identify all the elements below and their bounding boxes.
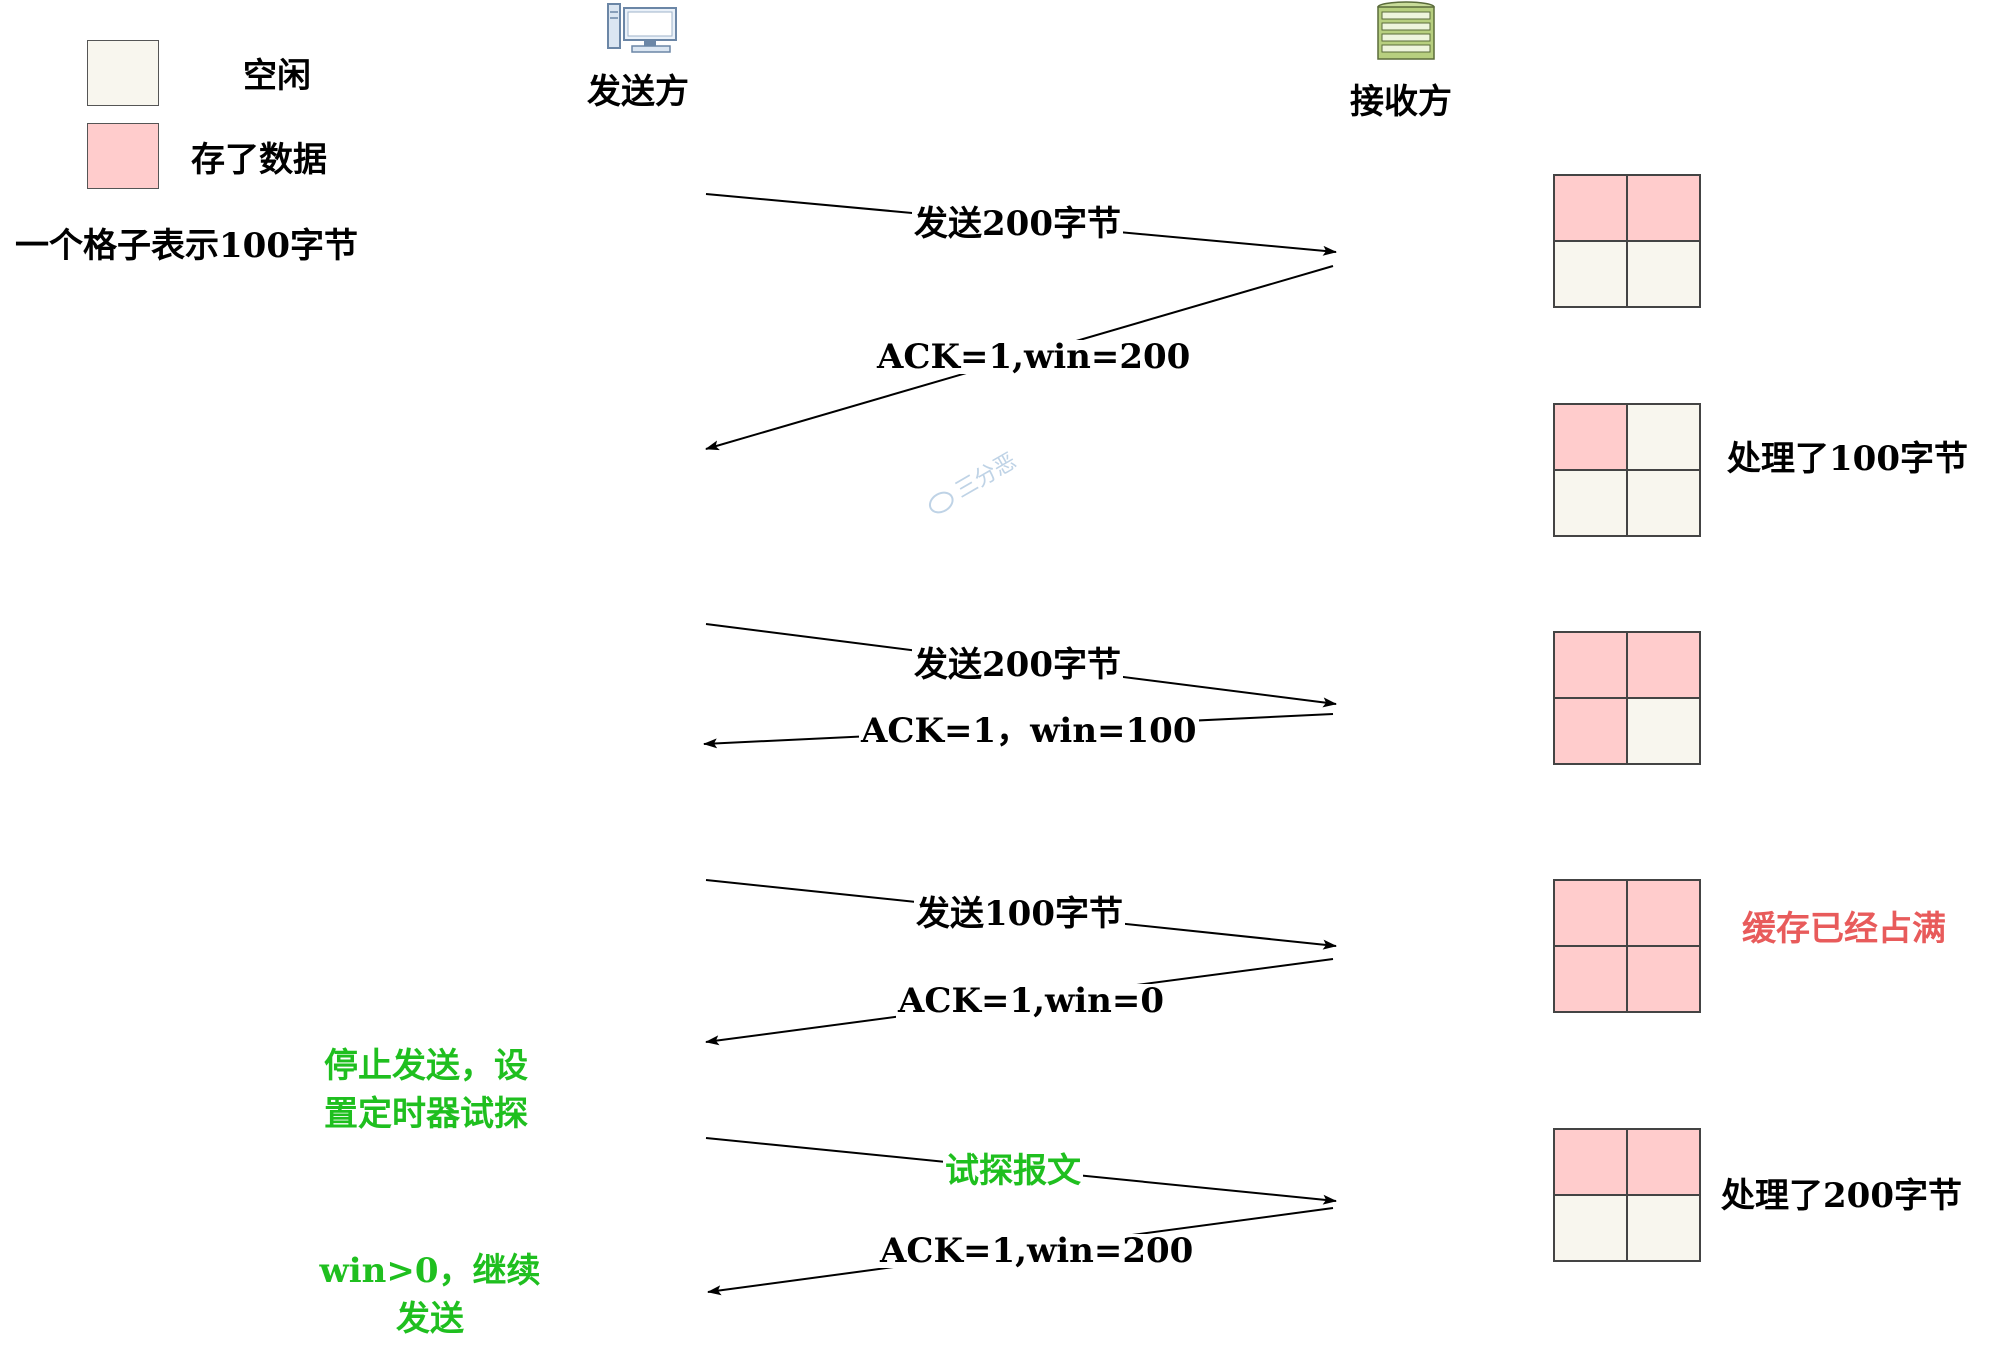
legend-note: 一个格子表示100字节 [15,226,358,266]
buffer-state [1553,174,1701,308]
buffer-cell [1554,698,1627,764]
buffer-cell [1627,698,1700,764]
message-label: 发送200字节 [912,645,1123,685]
buffer-cell [1554,1129,1627,1195]
message-label: ACK=1，win=100 [859,711,1199,751]
sender-label: 发送方 [587,72,689,112]
buffer-cell [1627,632,1700,698]
buffer-state [1553,403,1701,537]
buffer-note: 处理了100字节 [1727,439,1968,479]
buffer-cell [1627,946,1700,1012]
buffer-cell [1627,175,1700,241]
legend-filled-label: 存了数据 [191,140,327,180]
stop-sending-note-line: 停止发送，设 [324,1046,528,1086]
buffer-cell [1554,404,1627,470]
buffer-cell [1627,404,1700,470]
buffer-cell [1627,1129,1700,1195]
buffer-cell [1627,241,1700,307]
buffer-full-note: 缓存已经占满 [1742,909,1946,949]
message-label: 发送200字节 [912,204,1123,244]
buffer-cell [1554,241,1627,307]
probe-label: 试探报文 [943,1151,1083,1191]
receiver-label: 接收方 [1350,82,1452,122]
buffer-state [1553,631,1701,765]
legend-free-label: 空闲 [243,56,311,96]
buffer-cell [1627,1195,1700,1261]
buffer-cell [1554,632,1627,698]
buffer-cell [1554,880,1627,946]
stop-sending-note-line: 置定时器试探 [324,1094,528,1134]
message-label: 发送100字节 [914,894,1125,934]
buffer-state [1553,1128,1701,1262]
message-label: ACK=1,win=200 [875,337,1193,377]
buffer-cell [1627,880,1700,946]
legend-free-swatch [87,40,159,106]
message-label: ACK=1,win=0 [896,981,1167,1021]
buffer-state [1553,879,1701,1013]
buffer-note: 处理了200字节 [1721,1176,1962,1216]
resume-sending-note-line: win>0，继续 [319,1251,541,1291]
buffer-cell [1627,470,1700,536]
buffer-cell [1554,470,1627,536]
message-label: ACK=1,win=200 [878,1231,1196,1271]
buffer-cell [1554,1195,1627,1261]
server-icon [1377,1,1435,60]
computer-icon [607,3,677,53]
legend-filled-swatch [87,123,159,189]
buffer-cell [1554,175,1627,241]
buffer-cell [1554,946,1627,1012]
resume-sending-note-line: 发送 [396,1299,464,1339]
